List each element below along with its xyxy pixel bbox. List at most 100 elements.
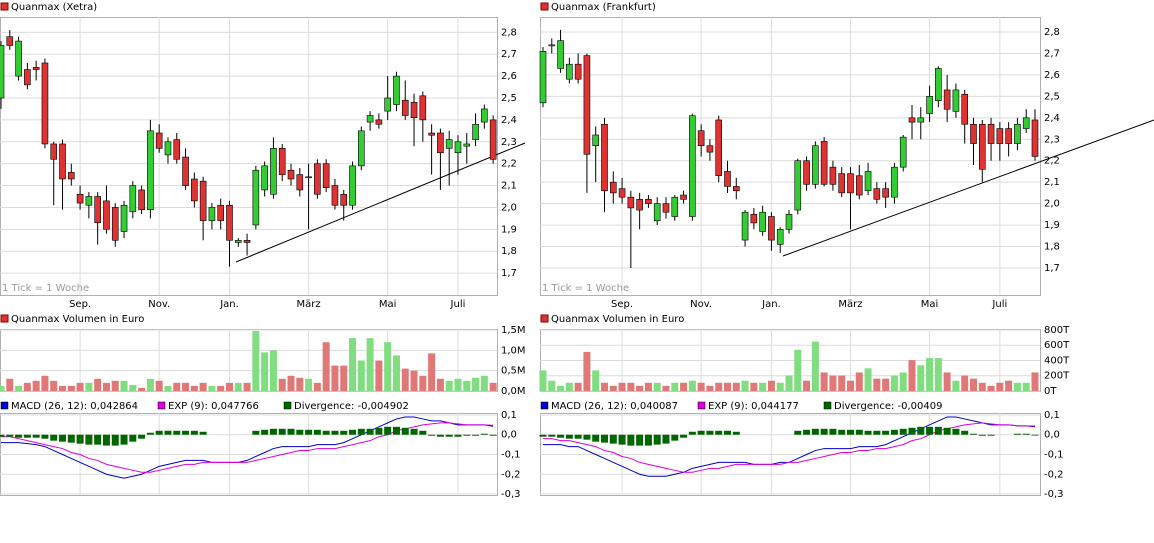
y-tick-label: 2,5 [501,93,517,104]
volume-bar [583,351,591,391]
volume-bar [882,378,890,391]
candle-body [226,204,233,241]
volume-bar [50,380,58,391]
title-swatch [540,2,549,11]
candle-body [393,75,400,105]
candle-body [481,108,488,123]
legend-swatch [283,401,292,410]
divergence-bar [583,434,591,440]
volume-bar [706,385,714,391]
y-tick-label: 2,2 [501,159,517,170]
divergence-bar [173,430,181,435]
candle-body [129,185,137,213]
divergence-bar [609,434,617,444]
volume-bar [803,380,811,391]
volume-bar [688,380,696,391]
volume-bar [794,349,802,391]
candle-body [908,117,916,123]
divergence-bar [252,430,260,435]
volume-bar [592,370,600,391]
divergence-bar [357,428,365,435]
volume-bar [539,370,547,391]
divergence-bar [102,434,110,446]
candle-body [252,169,260,226]
volume-bar [349,338,357,391]
candle-body [234,239,242,243]
volume-bar [943,372,951,391]
volume-bar [305,378,313,391]
annotation: 1 Tick = 1 Woche [2,283,89,294]
volume-bar [15,385,23,391]
divergence-bar [636,434,644,446]
divergence-bar [926,426,934,435]
x-tick-label: Juli [991,299,1007,310]
volume-bar [574,382,582,391]
volume-bar [908,360,916,391]
volume-bar [67,385,75,391]
volume-bar [445,380,453,391]
candle-body [1014,123,1021,144]
volume-bar [278,378,286,391]
x-tick-label: Nov. [690,299,712,310]
divergence-bar [190,430,198,435]
divergence-bar [111,434,119,446]
volume-bar [322,342,330,391]
divergence-bar [539,434,547,437]
y-tick-label: -0,3 [501,489,521,500]
volume-bar [653,382,661,391]
volume-bar [384,342,392,391]
trend-line [235,142,526,263]
divergence-bar [313,429,321,435]
annotation: 1 Tick = 1 Woche [542,283,629,294]
volume-bar [252,331,260,391]
candle-body [24,69,31,86]
candle-body [653,203,661,222]
chart-title: Quanmax (Xetra) [11,2,97,13]
candle-body [59,143,66,180]
volume-bar [644,382,652,391]
candle-body [50,143,58,160]
candle-body [270,148,277,195]
title-swatch [0,314,9,323]
candle-body [601,123,608,192]
divergence-bar [349,429,357,435]
volume-bar [820,372,828,391]
volume-bar [1013,382,1021,391]
candle-body [76,194,84,204]
volume-bar [313,382,321,391]
volume-bar [917,365,925,391]
legend-swatch [0,401,9,410]
candle-body [120,204,128,232]
candle-body [539,51,547,104]
candle-body [662,203,670,213]
y-tick-label: 1,8 [501,246,517,257]
chart-title: Quanmax (Frankfurt) [551,2,656,13]
candle-body [609,181,617,194]
candle-body [437,132,444,154]
divergence-bar [829,428,837,435]
divergence-bar [627,434,635,446]
candle-body [996,128,1004,144]
volume-bar [961,375,969,391]
volume-bar [671,382,679,391]
y-tick-label: 200T [1044,371,1070,382]
volume-bar [225,382,233,391]
volume-bar [978,382,986,391]
volume-bar [428,353,436,391]
volume-bar [873,378,881,391]
y-tick-label: -0,2 [501,469,521,480]
y-tick-label: -0,1 [1044,449,1064,460]
divergence-bar [0,434,5,437]
divergence-bar [987,434,995,436]
divergence-bar [94,434,102,445]
candle-body [419,95,427,121]
divergence-bar [182,430,190,435]
candle-body [261,165,268,191]
y-tick-label: -0,1 [501,449,521,460]
x-tick-label: Nov. [148,299,170,310]
volume-bar [59,385,67,391]
candle-body [340,194,348,206]
y-tick-label: 2,7 [1044,48,1060,59]
candle-body [741,211,749,241]
volume-bar [454,378,462,391]
